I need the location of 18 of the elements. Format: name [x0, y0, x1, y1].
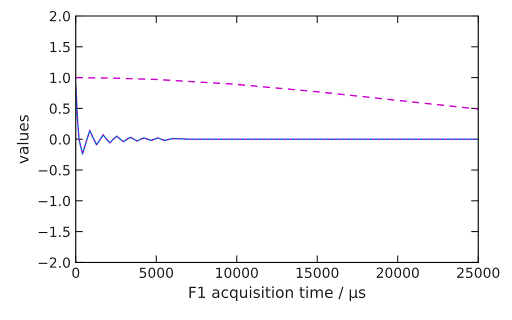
line-series: [76, 76, 478, 110]
y-tick-label: 1.5: [50, 42, 70, 52]
x-tick-label: 0: [72, 268, 80, 278]
x-tick-label: 10000: [216, 268, 258, 278]
y-tick-label: −1.5: [38, 226, 70, 238]
y-tick-label: 2.0: [50, 10, 70, 22]
x-tick-label: 5000: [140, 268, 174, 278]
y-tick-label: −2.0: [38, 257, 70, 268]
x-tick-label: 20000: [376, 268, 419, 278]
y-tick-label: −1.0: [38, 196, 70, 206]
y-axis-title: values: [16, 115, 29, 164]
x-tick-label: 15000: [296, 268, 338, 278]
x-tick-label: 25000: [457, 268, 500, 278]
y-tick-label: −0.5: [38, 164, 70, 176]
x-axis-title: F1 acquisition time / µs: [189, 286, 366, 302]
y-tick-label: 1.0: [50, 72, 70, 84]
y-tick-label: 0.0: [50, 134, 70, 145]
y-tick-label: 0.5: [50, 103, 70, 114]
